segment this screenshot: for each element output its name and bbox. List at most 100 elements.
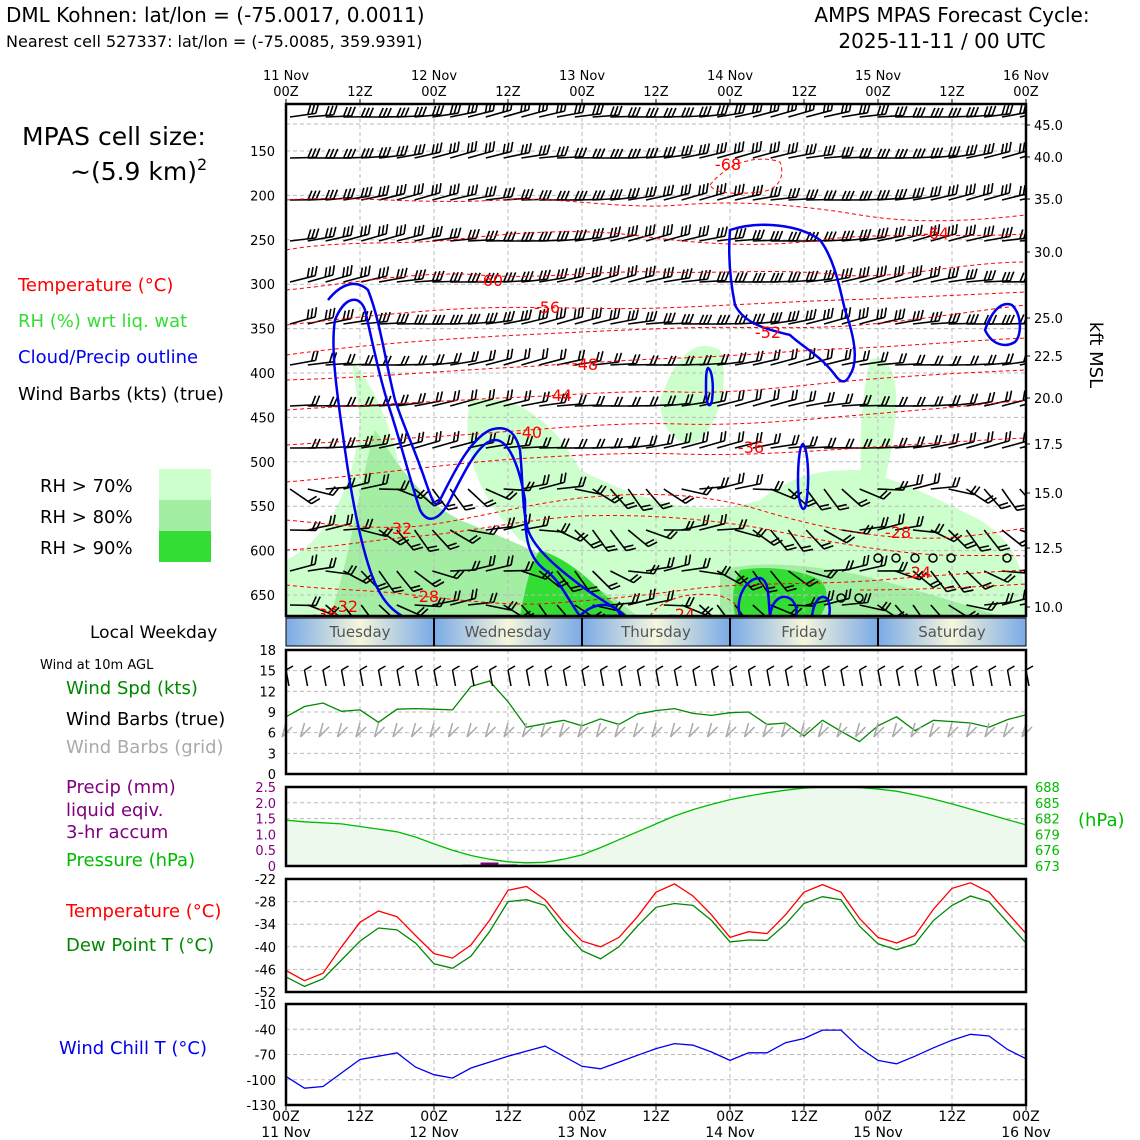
wind-barb-feather [314,307,318,318]
wind-barb-feather [635,309,639,320]
wind-barb-feather [884,227,889,238]
wind-barb-feather [613,105,619,116]
wind-barb-shaft [806,446,833,449]
grid-barb-feather [799,726,811,738]
wind-barb-feather [528,390,532,401]
wind-barb-feather [831,391,835,402]
wind-barb-feather [755,527,764,537]
wind-barb-shaft [645,193,672,201]
wind-barb-feather [1040,558,1046,568]
wind-barb-feather [844,349,848,360]
wind-barb-feather [595,266,599,277]
grid-barb-feather [706,726,719,738]
temperature-label: Temperature (°C) [65,901,221,922]
wind-barb-feather [755,185,760,196]
wind-barb-feather [1018,143,1022,154]
wind-barb-feather [572,588,583,593]
wind-barb-feather [969,355,976,366]
wind-barb-feather [791,231,798,242]
wind-barb-feather [826,349,830,360]
wind-barb-shaft [841,111,868,118]
wind-barb [503,142,532,159]
wind-barb-feather [805,189,811,200]
grid-barb-shaft [780,722,787,738]
wind-barb-feather [492,349,497,360]
wind-barb [503,390,532,407]
wind-barb-feather [773,539,783,546]
wind-barb-feather [506,556,510,567]
wind-barb-feather [965,185,969,196]
wind-barb-feather [866,554,870,565]
wind-barb [1019,281,1026,283]
wind-barb-feather [867,190,873,201]
wind-barb-feather [592,148,598,159]
surface-wind-barb [895,665,904,687]
surface-barb-shaft [766,669,771,687]
wind-barb-feather [919,571,928,581]
wind-barb-feather [1028,314,1032,323]
wind-barb [930,184,959,201]
wind-barb [467,141,496,159]
wind-barb-shaft [877,361,904,366]
wind-barb-feather [510,601,518,611]
wind-barb-feather [966,543,977,550]
wind-barb-shaft [823,110,850,118]
wind-barb-feather [314,554,318,565]
wind-barb-feather [813,270,819,281]
wind-barb-feather [652,588,656,599]
pressure-tick-label: 150 [250,145,275,160]
wind-barb-feather [325,148,331,159]
wind-barb-feather [613,437,620,448]
wind-barb-shaft [289,274,316,283]
wind-barb-shaft [1019,238,1026,242]
wind-barb-feather [599,104,605,115]
wind-barb-shaft [610,196,637,201]
wind-barb-shaft [930,442,957,449]
wind-barb-feather [542,392,547,403]
surface-barb-feather [711,665,719,671]
wind-barb-shaft [930,193,957,201]
wind-barb-feather [635,187,641,198]
wind-barb-feather [396,146,401,157]
wind-barb-feather [368,310,373,321]
wind-barb [610,225,639,242]
wind-barb-shaft [414,488,435,507]
wind-barb-feather [702,106,708,117]
wind-barb [805,529,834,550]
wind-barb-feather [377,268,382,279]
wind-barb-shaft [449,597,476,606]
wind-barb-feather [1022,432,1026,443]
grid-wind-barb [429,722,441,738]
wind-barb-feather [346,396,353,407]
wind-barb-feather [1008,430,1012,441]
wind-barb-feather [738,272,744,282]
wind-barb [823,488,850,511]
wind-barb [806,391,835,407]
wind-barb-feather [973,355,980,366]
wind-barb [841,228,872,242]
grid-wind-barb [984,722,996,738]
panel-y-tick-label: 2.0 [255,797,276,812]
wind-barb-feather [404,313,410,324]
wind-barb [485,555,514,572]
wind-barb-feather [671,355,677,366]
wind-barb [930,145,961,159]
wind-barb-shaft [361,482,387,490]
wind-barb-feather [840,309,844,320]
temp-label: -28 [885,523,911,542]
wind-barb-feather [755,474,760,485]
wind-barb-feather [724,271,730,281]
wind-barb-shaft [841,563,868,572]
wind-barb-feather [866,266,870,277]
wind-barb-shaft [859,525,886,531]
temp-contour [286,291,1026,326]
wind-barb-feather [414,106,420,117]
wind-barb [734,350,764,366]
wind-barb-shaft [859,564,886,572]
wind-barb-feather [666,225,670,236]
wind-barb-feather [311,497,321,505]
wind-barb-feather [880,308,884,319]
top-date-label: 11 Nov [263,69,309,84]
wind-barb-feather [324,105,330,116]
wind-barb-feather [898,309,902,320]
